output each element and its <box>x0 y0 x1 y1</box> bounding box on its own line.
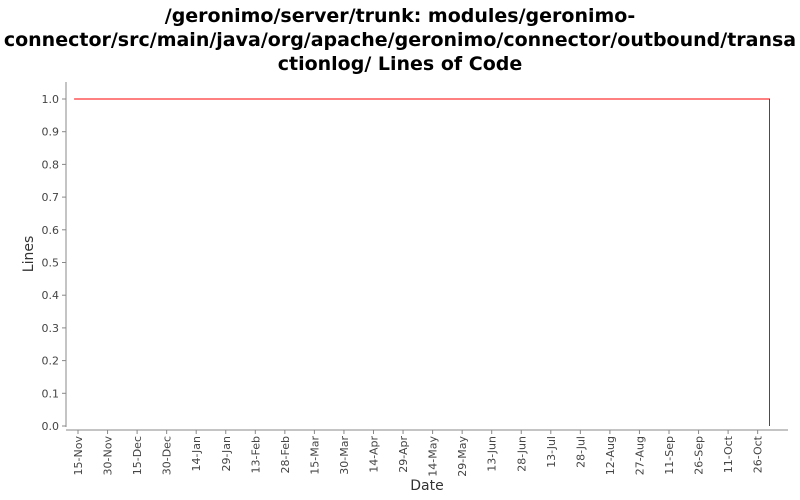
chart-title-line-3: ctionlog/ Lines of Code <box>277 53 523 75</box>
x-tick-label: 11-Oct <box>722 435 735 473</box>
x-tick-label: 30-Nov <box>102 436 115 476</box>
y-tick-label: 0.2 <box>42 355 60 368</box>
plot-background <box>66 82 788 427</box>
chart-title-line-1: /geronimo/server/trunk: modules/geronimo… <box>164 5 636 27</box>
x-tick-label: 29-Jan <box>220 436 233 472</box>
x-axis-label: Date <box>410 478 443 494</box>
x-tick-label: 15-Dec <box>131 436 144 475</box>
x-tick-label: 29-May <box>456 436 469 477</box>
y-tick-label: 0.7 <box>42 191 60 204</box>
x-tick-label: 11-Sep <box>663 436 676 475</box>
x-tick-label: 28-Jun <box>515 436 528 472</box>
x-tick-label: 13-Jul <box>545 436 558 468</box>
y-tick-label: 0.0 <box>42 420 60 433</box>
x-tick-label: 14-May <box>427 436 440 477</box>
x-tick-label: 26-Oct <box>752 435 765 473</box>
x-axis-ticks: 15-Nov 30-Nov 15-Dec 30-Dec 14-Jan 29-Jan 13-F… <box>72 430 765 477</box>
series-line <box>74 98 770 426</box>
y-tick-label: 0.1 <box>42 387 60 400</box>
x-tick-label: 30-Mar <box>338 436 351 475</box>
x-tick-label: 12-Aug <box>604 436 617 475</box>
y-tick-label: 0.5 <box>42 257 60 270</box>
y-tick-label: 0.3 <box>42 322 60 335</box>
chart-title: /geronimo/server/trunk: modules/geronimo… <box>0 4 800 76</box>
y-axis-ticks: 0.0 0.1 0.2 0.3 0.4 0.5 0.6 0.7 0.8 0.9 1.0 <box>42 93 66 433</box>
y-tick-label: 0.8 <box>42 158 60 171</box>
y-tick-label: 0.6 <box>42 224 60 237</box>
series-group <box>74 98 770 426</box>
x-tick-label: 14-Apr <box>368 436 381 473</box>
chart-title-line-2: connector/src/main/java/org/apache/geron… <box>3 29 797 51</box>
y-tick-label: 0.9 <box>42 126 60 139</box>
x-tick-label: 29-Apr <box>397 436 410 473</box>
x-tick-label: 13-Feb <box>249 436 262 473</box>
x-tick-label: 28-Feb <box>279 436 292 473</box>
x-tick-label: 27-Aug <box>633 436 646 475</box>
x-tick-label: 15-Mar <box>308 436 321 475</box>
x-tick-label: 13-Jun <box>486 436 499 472</box>
y-tick-label: 1.0 <box>42 93 60 106</box>
x-tick-label: 14-Jan <box>190 436 203 472</box>
y-tick-label: 0.4 <box>42 289 60 302</box>
x-tick-label: 28-Jul <box>574 436 587 468</box>
x-tick-label: 15-Nov <box>72 436 85 476</box>
y-axis-label: Lines <box>21 236 37 272</box>
x-tick-label: 30-Dec <box>161 436 174 475</box>
x-tick-label: 26-Sep <box>693 436 706 475</box>
